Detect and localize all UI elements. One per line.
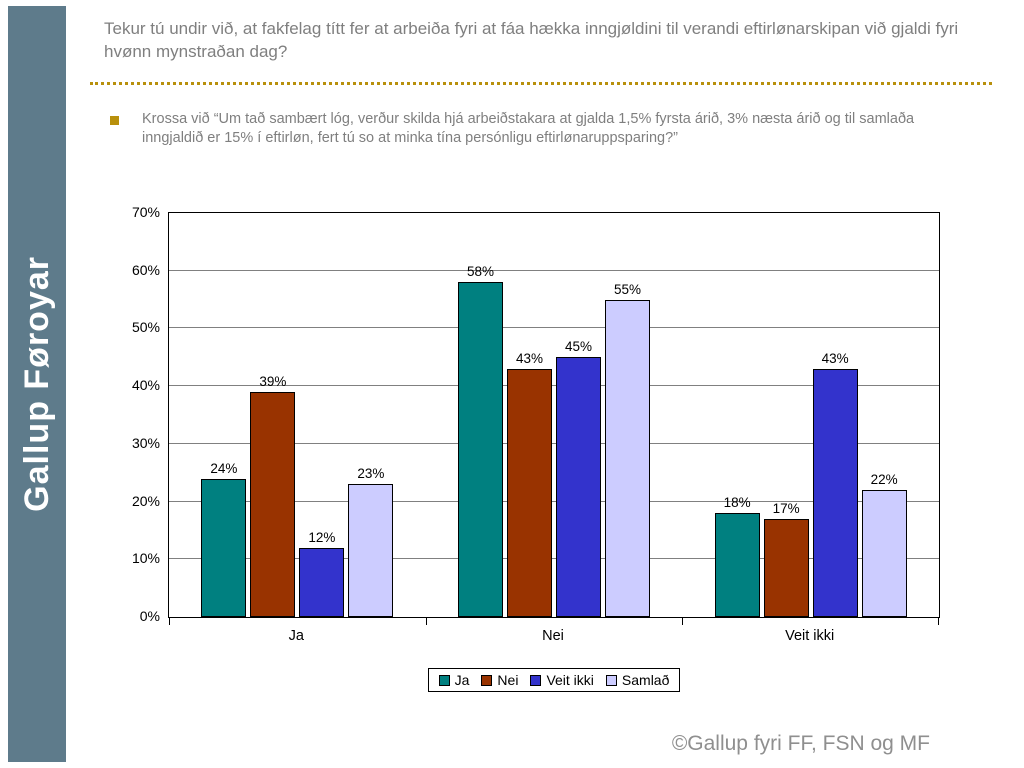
bar-value-label: 17% (772, 500, 800, 516)
copyright-text: ©Gallup fyri FF, FSN og MF (671, 732, 930, 755)
bar-cell: 55% (605, 213, 650, 617)
y-tick-label: 70% (131, 204, 160, 220)
bar (250, 391, 296, 617)
legend-label: Samlað (621, 672, 670, 688)
bar (556, 357, 601, 617)
legend-item: Veit ikki (530, 672, 594, 688)
bar-cell: 39% (250, 213, 296, 617)
y-tick-label: 30% (131, 434, 160, 451)
legend-label: Veit ikki (546, 672, 594, 688)
y-tick-label: 10% (131, 550, 160, 567)
y-tick-label: 60% (131, 261, 160, 278)
bar-value-label: 39% (259, 373, 287, 389)
bar (605, 299, 650, 617)
bar-value-label: 58% (466, 264, 495, 280)
bar-group: 58% 43% 45% 55% (426, 213, 683, 617)
legend-swatch (481, 674, 493, 686)
bar-cell: 17% (763, 213, 809, 617)
bullet-text: Krossa við “Um tað sambært lóg, verður s… (142, 111, 915, 147)
bar-cell: 58% (458, 213, 503, 617)
bar (812, 368, 858, 617)
legend-item: Samlað (605, 672, 670, 688)
bar-value-label: 24% (210, 460, 238, 476)
legend-label: Nei (497, 672, 519, 688)
bar-cell: 43% (507, 213, 552, 617)
category-label: Ja (288, 628, 304, 644)
legend-item: Ja (438, 672, 470, 688)
bar (348, 484, 394, 617)
gridline (169, 558, 939, 560)
y-tick-label: 0% (139, 608, 160, 624)
bar (861, 490, 907, 617)
bar-cell: 45% (556, 213, 601, 617)
gridline (169, 269, 939, 271)
legend-swatch (438, 674, 450, 686)
bar (507, 368, 552, 617)
bar-value-label: 45% (564, 339, 593, 355)
bar (201, 478, 247, 617)
bullet-square-icon (110, 116, 119, 125)
plot-area: 24% 39% 12% 23% 58% 43% 45% 55% 18% 17% 43% 22% (168, 212, 940, 625)
bar-value-label: 18% (723, 495, 751, 511)
x-axis: Ja Nei Veit ikki (168, 628, 938, 644)
bar-cell: 22% (861, 213, 907, 617)
x-axis-tick (682, 617, 684, 625)
category-label: Veit ikki (785, 628, 835, 644)
bar (763, 518, 809, 617)
legend-label: Ja (454, 672, 470, 688)
bar-value-label: 12% (308, 529, 336, 545)
legend-swatch (530, 674, 542, 686)
bar-cell: 12% (299, 213, 345, 617)
gridline (169, 327, 939, 329)
brand-text: Gallup Føroyar (17, 256, 56, 512)
chart: 0% 10% 20% 30% 40% 50% 60% 70% 24% 39% 12% 23% 58% 4… (116, 205, 940, 692)
bar-cell: 43% (812, 213, 858, 617)
y-tick-label: 20% (131, 492, 160, 509)
bar (714, 513, 760, 617)
bar-value-label: 43% (515, 350, 544, 366)
legend-swatch (605, 674, 617, 686)
y-tick-label: 40% (131, 377, 160, 394)
bar-value-label: 55% (613, 281, 642, 297)
chart-legend: Ja Nei Veit ikki Samlað (427, 668, 681, 692)
bar-value-label: 23% (357, 466, 385, 482)
category-label: Nei (542, 628, 564, 644)
gridline (169, 500, 939, 502)
bar-value-label: 43% (821, 350, 849, 366)
y-axis: 0% 10% 20% 30% 40% 50% 60% 70% (116, 205, 168, 623)
bar (458, 282, 503, 617)
x-axis-tick (425, 617, 427, 625)
gridline (169, 385, 939, 387)
brand-sidebar: Gallup Føroyar (8, 6, 66, 762)
x-axis-tick (169, 617, 170, 625)
bar-group: 18% 17% 43% 22% (682, 213, 939, 617)
x-axis-tick (938, 617, 939, 625)
bar-group: 24% 39% 12% 23% (169, 213, 426, 617)
y-tick-label: 50% (131, 319, 160, 336)
gridline (169, 442, 939, 444)
page-title: Tekur tú undir við, at fakfelag títt fer… (104, 19, 959, 61)
bar-cell: 18% (714, 213, 760, 617)
dotted-divider (90, 82, 992, 85)
bar-cell: 23% (348, 213, 394, 617)
bar-groups: 24% 39% 12% 23% 58% 43% 45% 55% 18% 17% 43% 22% (169, 213, 939, 617)
bar (299, 547, 345, 617)
bar-cell: 24% (201, 213, 247, 617)
bar-value-label: 22% (870, 472, 898, 488)
legend-item: Nei (481, 672, 518, 688)
